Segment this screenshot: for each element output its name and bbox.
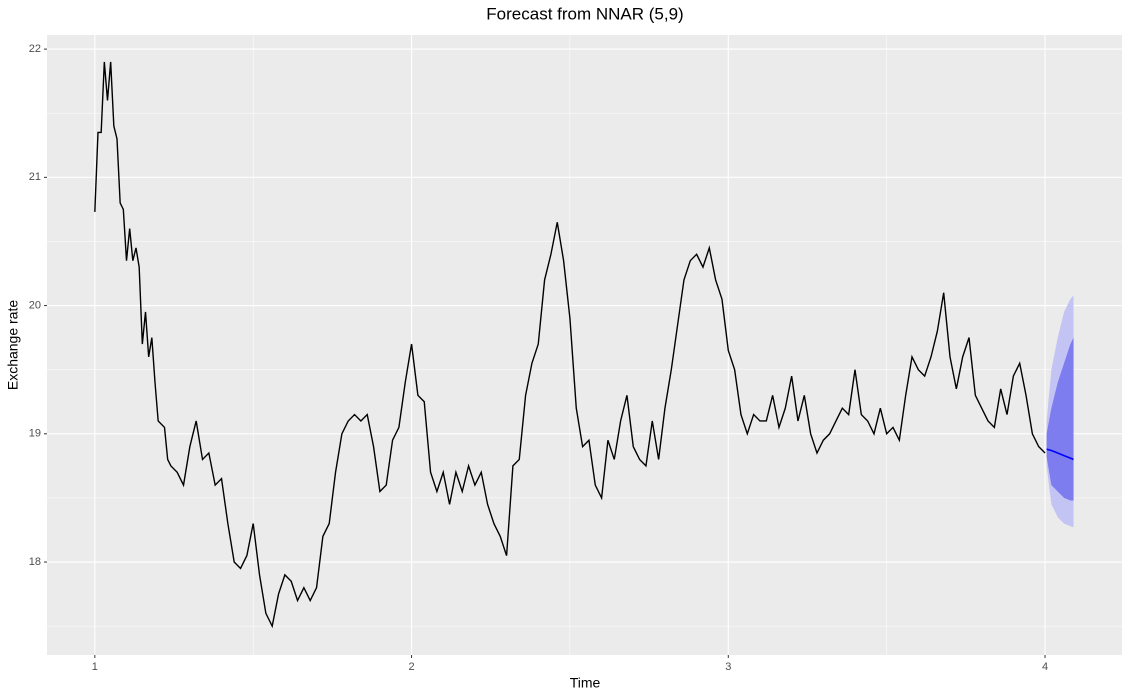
- x-axis-title: Time: [570, 675, 601, 691]
- y-tick-label: 18: [29, 556, 41, 568]
- chart-title: Forecast from NNAR (5,9): [486, 4, 683, 23]
- interval-80: [1046, 337, 1074, 501]
- data-line: [94, 61, 1046, 629]
- y-tick-label: 21: [29, 171, 41, 183]
- forecast-line: [1046, 448, 1074, 461]
- y-tick-label: 20: [29, 299, 41, 311]
- x-tick-label: 4: [1042, 661, 1048, 673]
- x-tick-label: 1: [92, 661, 98, 673]
- x-tick-label: 3: [725, 661, 731, 673]
- y-tick-label: 19: [29, 428, 41, 440]
- y-tick-label: 22: [29, 43, 41, 55]
- x-tick-label: 2: [408, 661, 414, 673]
- plot-panel: [47, 35, 1122, 655]
- y-axis-title: Exchange rate: [5, 300, 21, 390]
